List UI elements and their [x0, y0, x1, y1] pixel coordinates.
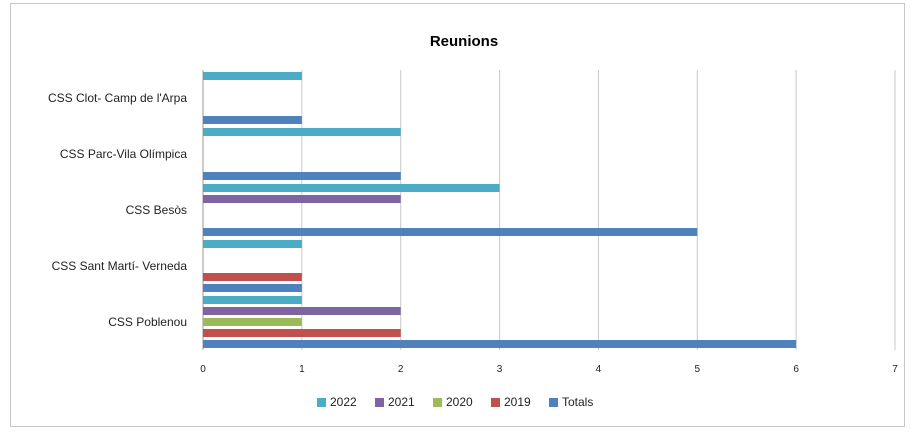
- x-tick-label: 1: [299, 364, 305, 375]
- category-label: CSS Poblenou: [108, 315, 187, 329]
- x-tick-labels: 0 1 2 3 4 5 6 7: [200, 364, 898, 375]
- x-tick-label: 6: [793, 364, 799, 375]
- x-tick-label: 0: [200, 364, 206, 375]
- legend-label: Totals: [562, 395, 593, 409]
- x-tick-label: 3: [497, 364, 503, 375]
- bar-2022-4: [203, 296, 302, 304]
- bar-2022-3: [203, 240, 302, 248]
- category-label: CSS Besòs: [126, 203, 187, 217]
- category-labels: CSS Clot- Camp de l'Arpa CSS Parc-Vila Ol…: [48, 91, 187, 329]
- legend-swatch: [549, 398, 558, 407]
- legend: 2022 2021 2020 2019 Totals: [317, 395, 593, 409]
- bars: [203, 72, 797, 348]
- bar-2019-4: [203, 329, 401, 337]
- legend-label: 2022: [330, 395, 357, 409]
- legend-label: 2019: [504, 395, 531, 409]
- category-label: CSS Parc-Vila Olímpica: [60, 147, 187, 161]
- legend-swatch: [433, 398, 442, 407]
- bar-2022-0: [203, 72, 302, 80]
- legend-swatch: [491, 398, 500, 407]
- bar-totals-3: [203, 284, 302, 292]
- bar-2021-2: [203, 195, 401, 203]
- x-tick-label: 4: [596, 364, 602, 375]
- chart-frame: [10, 3, 905, 427]
- category-label: CSS Sant Martí- Verneda: [52, 259, 188, 273]
- bar-2020-4: [203, 318, 302, 326]
- bar-2022-1: [203, 128, 401, 136]
- x-tick-label: 2: [398, 364, 404, 375]
- bar-2022-2: [203, 184, 500, 192]
- legend-swatch: [375, 398, 384, 407]
- bar-totals-0: [203, 116, 302, 124]
- legend-label: 2020: [446, 395, 473, 409]
- legend-label: 2021: [388, 395, 415, 409]
- chart-title: Reunions: [430, 33, 498, 50]
- bar-totals-4: [203, 340, 797, 348]
- category-label: CSS Clot- Camp de l'Arpa: [48, 91, 187, 105]
- bar-2021-4: [203, 307, 401, 315]
- bar-totals-2: [203, 228, 698, 236]
- legend-swatch: [317, 398, 326, 407]
- x-tick-label: 5: [695, 364, 701, 375]
- x-tick-label: 7: [892, 364, 898, 375]
- bar-totals-1: [203, 172, 401, 180]
- bar-2019-3: [203, 273, 302, 281]
